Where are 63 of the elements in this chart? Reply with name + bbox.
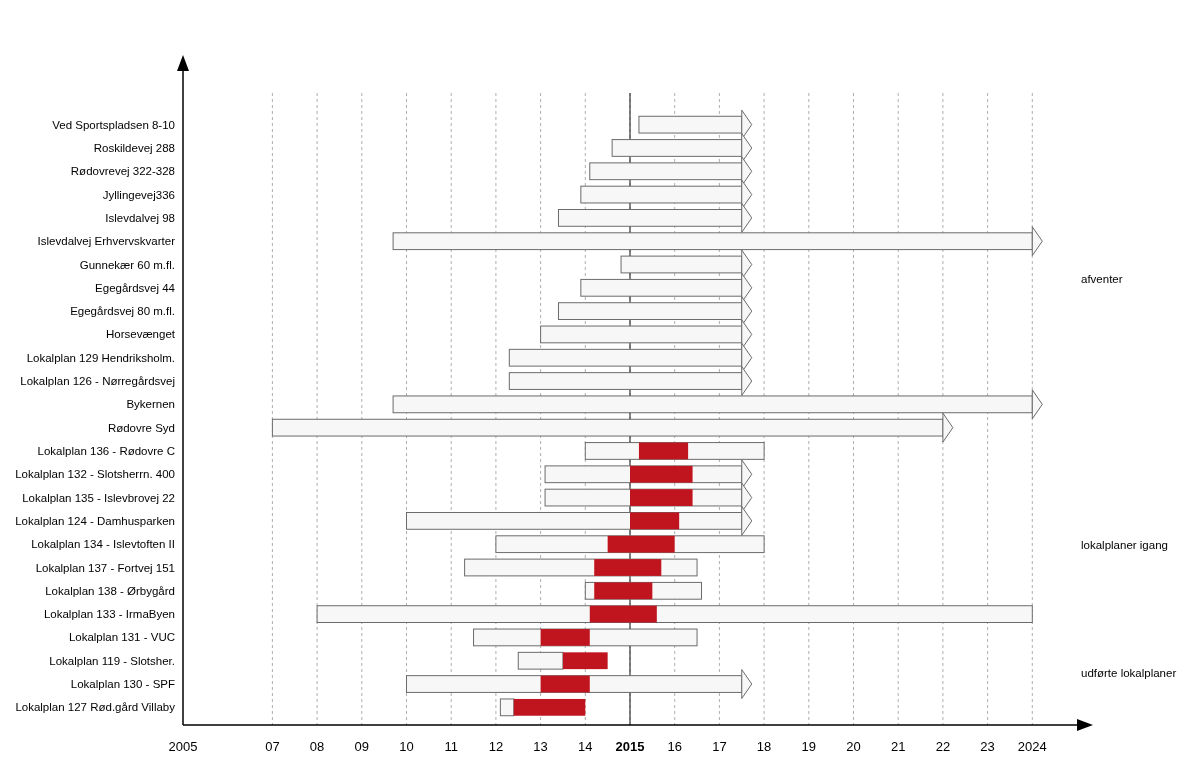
x-tick-label: 20: [846, 739, 861, 754]
bar: [630, 489, 693, 506]
y-tick-label: Gunnekær 60 m.fl.: [79, 258, 175, 271]
x-tick-label: 07: [265, 739, 280, 754]
x-tick-label: 14: [578, 739, 593, 754]
y-tick-label: Rødovre Syd: [107, 421, 175, 434]
bar: [630, 512, 680, 530]
y-tick-label: Lokalplan 135 - Islevbrovej 22: [22, 491, 175, 504]
bar: [594, 582, 653, 600]
x-tick-label: 22: [935, 739, 951, 754]
y-tick-label: Rødovrevej 322-328: [70, 165, 175, 178]
x-tick-label: 2024: [1017, 739, 1047, 754]
y-tick-label: Jyllingevej336: [102, 188, 175, 201]
y-tick-label: Lokalplan 137 - Fortvej 151: [35, 561, 175, 574]
x-tick-label: 23: [980, 739, 995, 754]
y-tick-label: Lokalplan 138 - Ørbygård: [45, 584, 175, 597]
text: udførte lokalplaner: [1081, 666, 1177, 679]
bar: [517, 651, 564, 670]
bar: [540, 675, 590, 693]
text: afventer: [1081, 272, 1123, 285]
x-tick-label: 21: [890, 739, 906, 754]
bar: [540, 629, 590, 646]
y-tick-label: Egegårdsvej 80 m.fl.: [70, 305, 175, 318]
x-tick-label: 2015: [615, 739, 645, 754]
y-tick-label: Lokalplan 132 - Slotsherrn. 400: [15, 468, 175, 481]
text: lokalplaner igang: [1081, 539, 1168, 552]
bar: [630, 465, 693, 483]
x-tick-label: 13: [533, 739, 548, 754]
bar: [607, 535, 675, 553]
y-tick-label: Bykernen: [126, 398, 175, 411]
bar: [499, 698, 515, 717]
y-tick-label: Egegårdsvej 44: [95, 281, 176, 294]
x-tick-label: 10: [399, 739, 414, 754]
x-tick-label: 17: [712, 739, 727, 754]
x-tick-label: 12: [488, 739, 504, 754]
x-tick-label: 11: [444, 739, 458, 754]
y-tick-label: Islevdalvej Erhvervskvarter: [37, 235, 176, 248]
y-tick-label: Lokalplan 127 Rød.gård Villaby: [15, 701, 176, 714]
y-tick-label: Lokalplan 134 - Islevtoften II: [31, 538, 175, 551]
bar: [594, 559, 662, 576]
y-tick-label: Lokalplan 136 - Rødovre C: [37, 444, 175, 457]
y-tick-label: Lokalplan 133 - IrmaByen: [43, 608, 175, 621]
y-tick-label: Horsevænget: [105, 328, 176, 341]
y-tick-label: Islevdalvej 98: [105, 211, 175, 224]
y-tick-label: Roskildevej 288: [93, 141, 175, 154]
x-tick-label: 08: [309, 739, 325, 754]
y-tick-label: Lokalplan 126 - Nørregårdsvej: [20, 375, 175, 388]
y-tick-label: Lokalplan 129 Hendriksholm.: [26, 351, 175, 364]
bar: [638, 442, 689, 460]
bar: [562, 652, 608, 670]
y-tick-label: Lokalplan 119 - Slotsher.: [49, 654, 175, 667]
bar: [513, 698, 586, 716]
bar: [316, 605, 1033, 624]
x-tick-label: 09: [354, 739, 370, 754]
y-tick-label: Lokalplan 124 - Damhusparken: [15, 514, 175, 527]
y-tick-label: Ved Sportspladsen 8-10: [52, 118, 175, 131]
x-tick-label: 18: [756, 739, 772, 754]
x-tick-label: 2005: [168, 739, 198, 754]
bar: [589, 605, 657, 623]
y-tick-label: Lokalplan 131 - VUC: [68, 631, 175, 644]
x-tick-label: 19: [801, 739, 817, 754]
x-tick-label: 16: [667, 739, 682, 754]
y-tick-label: Lokalplan 130 - SPF: [70, 678, 175, 691]
